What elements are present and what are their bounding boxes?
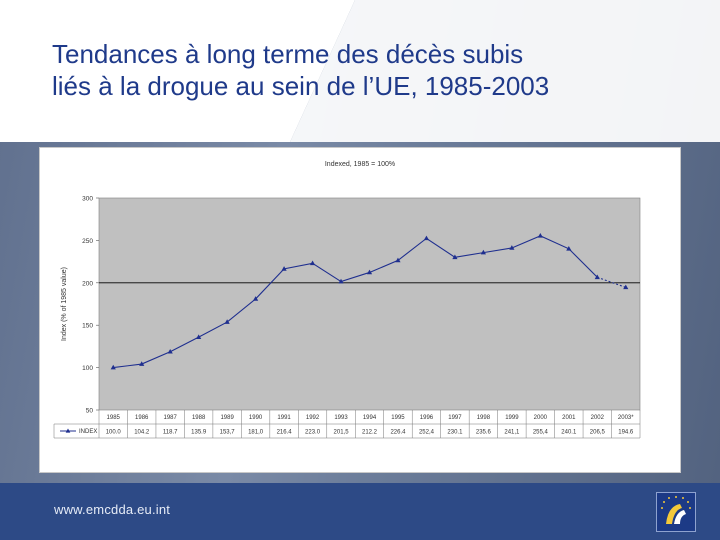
series-line-projected bbox=[597, 276, 626, 288]
data-label: 135.9 bbox=[191, 430, 207, 436]
plot-background bbox=[98, 197, 641, 411]
y-tick-label: 300 bbox=[82, 196, 93, 203]
y-tick-label: 250 bbox=[82, 238, 93, 245]
title-line-2: liés à la drogue au sein de l’UE, 1985-2… bbox=[52, 71, 550, 101]
x-tick-label: 1994 bbox=[363, 415, 377, 421]
data-label: 252,4 bbox=[419, 430, 435, 436]
data-label: 118.7 bbox=[163, 430, 178, 436]
chart-svg: Indexed, 1985 = 100% Index (% of 1985 va… bbox=[53, 161, 641, 439]
y-tick-label: 50 bbox=[86, 408, 94, 415]
x-tick-label: 1996 bbox=[420, 415, 434, 421]
data-label: 100.0 bbox=[106, 430, 122, 436]
title-line-1: Tendances à long terme des décès subis bbox=[52, 39, 524, 69]
footer-url[interactable]: www.emcdda.eu.int bbox=[54, 502, 171, 517]
chart: Indexed, 1985 = 100% Index (% of 1985 va… bbox=[39, 147, 681, 473]
data-label: 104.2 bbox=[134, 430, 150, 436]
data-point bbox=[224, 319, 230, 324]
page-title: Tendances à long terme des décès subis l… bbox=[52, 38, 692, 102]
data-point bbox=[167, 348, 173, 354]
data-point bbox=[452, 254, 458, 260]
x-tick-label: 2001 bbox=[562, 415, 576, 421]
data-table: 1985 100.0 1986 104.2 1987 118.7 1988 135.9 1989… bbox=[53, 410, 641, 439]
y-tick-label: 200 bbox=[82, 280, 93, 287]
data-point bbox=[196, 334, 202, 339]
data-point bbox=[139, 361, 145, 366]
x-tick-label: 1989 bbox=[220, 415, 234, 421]
emcdda-logo-icon bbox=[656, 492, 696, 532]
data-point bbox=[480, 249, 486, 255]
plot-area: 50 100 150 200 250 300 bbox=[82, 196, 641, 415]
data-point bbox=[566, 245, 572, 251]
data-label: 216.4 bbox=[277, 430, 293, 436]
data-point bbox=[423, 235, 430, 241]
data-label: 223.0 bbox=[305, 430, 321, 436]
x-tick-label: 1986 bbox=[135, 415, 149, 421]
x-tick-label: 1991 bbox=[277, 415, 291, 421]
x-tick-label: 1985 bbox=[107, 415, 121, 421]
x-tick-label: 1999 bbox=[505, 415, 519, 421]
data-label: 235.6 bbox=[476, 430, 492, 436]
data-point bbox=[338, 278, 344, 284]
data-point bbox=[281, 266, 287, 271]
y-axis-label: Index (% of 1985 value) bbox=[61, 267, 68, 341]
data-point bbox=[110, 364, 116, 370]
data-point bbox=[253, 296, 259, 301]
x-tick-label: 2002 bbox=[591, 415, 605, 421]
data-point bbox=[395, 257, 401, 263]
data-label: 194.6 bbox=[618, 430, 634, 436]
x-tick-label: 1988 bbox=[192, 415, 206, 421]
data-point bbox=[623, 284, 629, 290]
legend-entry: INDEX bbox=[79, 429, 97, 435]
data-point bbox=[509, 245, 515, 250]
data-point bbox=[309, 260, 316, 266]
data-label: 255,4 bbox=[533, 430, 549, 436]
x-tick-label: 1992 bbox=[306, 415, 320, 421]
data-label: 226.4 bbox=[390, 430, 406, 436]
data-label: 240.1 bbox=[561, 430, 577, 436]
data-label: 153,7 bbox=[220, 430, 236, 436]
data-label: 241,1 bbox=[504, 430, 520, 436]
x-tick-label: 1997 bbox=[448, 415, 462, 421]
series-line bbox=[113, 235, 598, 369]
x-tick-label: 2000 bbox=[534, 415, 548, 421]
data-label: 206,5 bbox=[590, 430, 606, 436]
data-label: 181,0 bbox=[248, 430, 264, 436]
x-tick-label: 1995 bbox=[391, 415, 405, 421]
data-point bbox=[537, 233, 543, 238]
data-label: 212.2 bbox=[362, 430, 378, 436]
x-tick-label: 1987 bbox=[164, 415, 178, 421]
x-tick-label: 2003* bbox=[618, 415, 634, 421]
x-tick-label: 1990 bbox=[249, 415, 263, 421]
x-tick-label: 1993 bbox=[334, 415, 348, 421]
footer-bar bbox=[0, 483, 720, 540]
data-label: 230.1 bbox=[447, 430, 463, 436]
y-tick-label: 100 bbox=[82, 365, 93, 372]
data-point bbox=[594, 274, 600, 280]
title-panel bbox=[0, 0, 720, 142]
data-point bbox=[366, 269, 373, 275]
chart-title: Indexed, 1985 = 100% bbox=[325, 161, 395, 168]
legend-marker bbox=[65, 428, 71, 433]
y-tick-label: 150 bbox=[82, 323, 93, 330]
data-label: 201,5 bbox=[334, 430, 350, 436]
x-tick-label: 1998 bbox=[477, 415, 491, 421]
